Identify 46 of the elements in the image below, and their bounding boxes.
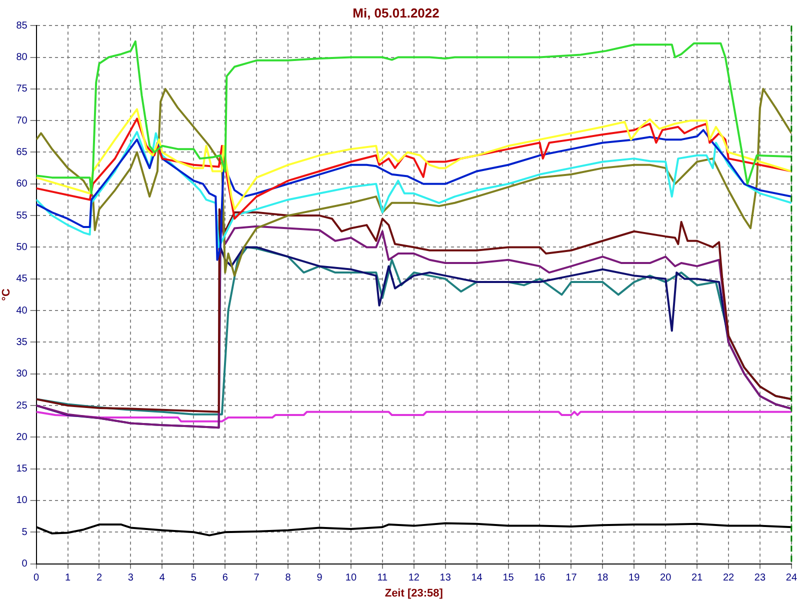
y-tick-label: 80	[16, 52, 28, 64]
x-tick-label: 13	[440, 572, 452, 584]
y-tick-label: 85	[16, 20, 28, 32]
x-tick-label: 0	[34, 572, 40, 584]
y-tick-label: 75	[16, 84, 28, 95]
y-tick-label: 55	[16, 210, 28, 222]
x-tick-label: 1	[65, 572, 72, 584]
x-tick-label: 2	[96, 572, 102, 584]
x-tick-label: 3	[128, 572, 134, 584]
x-tick-label: 7	[254, 572, 260, 584]
x-tick-label: 20	[660, 572, 672, 584]
y-tick-label: 10	[16, 495, 28, 506]
y-tick-label: 40	[16, 305, 28, 316]
x-axis-title: Zeit [23:58]	[384, 587, 444, 600]
y-tick-label: 25	[16, 400, 28, 412]
y-tick-label: 60	[16, 178, 28, 190]
y-tick-label: 30	[16, 368, 28, 380]
y-tick-label: 70	[16, 115, 28, 126]
x-tick-label: 12	[408, 572, 420, 584]
y-tick-label: 15	[16, 464, 28, 475]
x-tick-label: 17	[566, 572, 578, 584]
x-tick-label: 6	[222, 572, 228, 584]
x-tick-label: 5	[190, 572, 197, 584]
y-tick-label: 50	[16, 242, 28, 253]
x-tick-label: 18	[597, 572, 609, 584]
x-tick-label: 10	[345, 572, 357, 584]
x-tick-label: 9	[316, 572, 323, 584]
y-tick-label: 35	[16, 336, 28, 348]
x-tick-label: 21	[691, 572, 704, 584]
x-tick-label: 11	[377, 572, 388, 584]
x-tick-label: 4	[159, 572, 166, 584]
x-tick-label: 15	[502, 572, 514, 584]
x-tick-label: 22	[722, 572, 735, 584]
y-tick-label: 65	[16, 146, 28, 158]
x-tick-label: 8	[285, 572, 292, 584]
x-tick-label: 24	[786, 572, 798, 584]
y-tick-label: 0	[22, 558, 28, 570]
y-tick-label: 20	[16, 432, 28, 443]
y-axis-title: °C	[0, 288, 13, 301]
x-tick-label: 16	[534, 572, 546, 584]
chart-title: Mi, 05.01.2022	[352, 5, 440, 20]
x-tick-label: 14	[471, 572, 483, 584]
y-tick-label: 5	[22, 526, 28, 538]
x-tick-label: 23	[754, 572, 766, 584]
y-tick-label: 45	[16, 274, 28, 285]
x-tick-label: 19	[628, 572, 640, 584]
